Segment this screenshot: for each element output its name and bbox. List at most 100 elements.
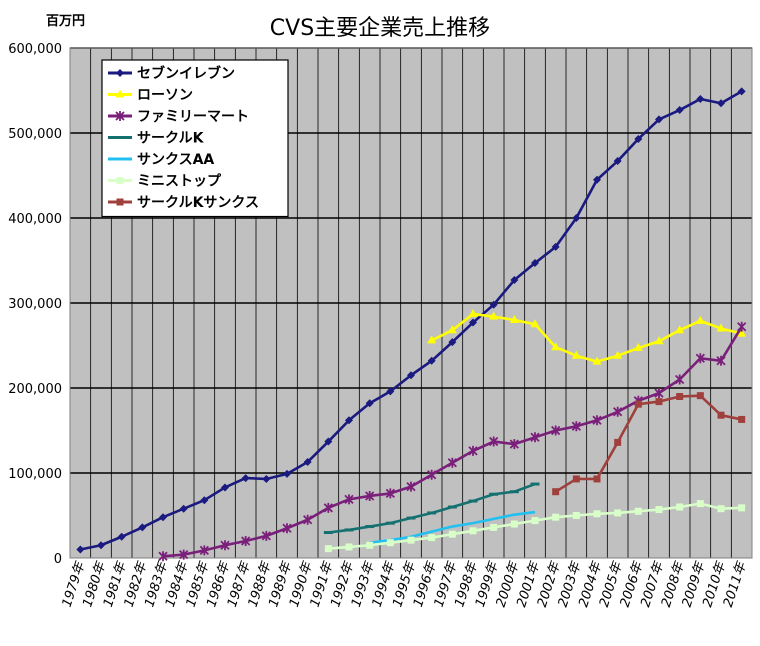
data-point [303, 514, 313, 525]
legend-label: ミニストップ [137, 174, 222, 190]
data-point [552, 513, 560, 521]
data-point [448, 338, 457, 347]
data-point [221, 483, 229, 492]
y-tick-label: 500,000 [8, 127, 62, 142]
data-point [406, 481, 416, 492]
y-tick-label: 100,000 [8, 467, 62, 482]
data-point [448, 530, 456, 538]
y-unit-label: 百万円 [46, 14, 86, 29]
data-point [634, 400, 642, 408]
data-point [469, 318, 477, 327]
data-point [115, 111, 125, 121]
data-point [179, 504, 188, 513]
data-point [592, 356, 602, 365]
data-point [428, 534, 436, 542]
chart-title: CVS主要企業売上推移 [269, 16, 491, 41]
legend-label: サークルKサンクス [137, 195, 259, 211]
data-point [407, 536, 415, 544]
data-point [220, 540, 230, 551]
data-point [593, 510, 601, 518]
data-point [571, 421, 581, 432]
data-point [655, 398, 663, 406]
data-point [407, 371, 415, 380]
data-point [696, 500, 704, 508]
data-point [530, 432, 540, 443]
legend-label: セブンイレブン [137, 65, 235, 82]
data-point [365, 399, 374, 408]
data-point [282, 523, 292, 534]
data-point [695, 353, 705, 364]
data-point [261, 530, 271, 541]
y-tick-label: 0 [54, 552, 62, 567]
y-tick-label: 600,000 [8, 42, 62, 57]
data-point [344, 494, 354, 505]
data-point [489, 300, 498, 309]
data-point [489, 436, 499, 447]
data-point [199, 545, 209, 556]
data-point [510, 276, 519, 285]
data-point [655, 506, 663, 514]
data-point [614, 438, 622, 446]
data-point [531, 517, 539, 525]
data-point [115, 89, 125, 98]
data-point [613, 406, 623, 417]
data-point [241, 536, 251, 546]
data-point [695, 315, 705, 324]
y-tick-label: 300,000 [8, 297, 62, 312]
data-point [200, 496, 209, 505]
data-point [365, 490, 375, 501]
data-point [468, 445, 478, 456]
data-point [676, 393, 684, 400]
data-point [675, 325, 685, 334]
plot-border [69, 47, 753, 559]
data-point [241, 474, 250, 483]
legend-label: サークルK [137, 131, 205, 147]
series-line [554, 394, 742, 493]
data-point [447, 457, 457, 468]
y-tick-label: 400,000 [8, 212, 62, 227]
data-point [592, 415, 602, 426]
data-point [345, 416, 353, 425]
data-point [427, 469, 437, 480]
data-point [427, 356, 436, 365]
data-point [634, 507, 642, 515]
data-point [386, 539, 394, 547]
data-point [551, 242, 560, 251]
data-point [345, 543, 353, 551]
data-point [737, 328, 747, 337]
data-point [551, 425, 561, 436]
series-line [369, 510, 536, 544]
data-point [76, 545, 85, 554]
data-point [179, 549, 189, 560]
data-point [386, 387, 395, 396]
data-point [159, 513, 167, 522]
data-point [530, 319, 540, 328]
data-point [551, 342, 561, 351]
data-point [572, 214, 581, 222]
data-point [716, 323, 726, 332]
data-point [655, 115, 663, 124]
data-point [490, 523, 498, 531]
data-point [716, 355, 726, 366]
data-point [675, 374, 685, 385]
data-point [447, 325, 457, 334]
data-point [469, 527, 477, 535]
y-tick-label: 200,000 [8, 382, 62, 397]
data-point [531, 259, 539, 268]
data-point [676, 503, 684, 511]
data-point [571, 350, 581, 359]
data-point [138, 523, 147, 532]
legend-label: ローソン [137, 88, 193, 104]
data-point [738, 504, 746, 512]
data-point [509, 439, 519, 450]
data-point [654, 388, 664, 399]
data-point [696, 95, 705, 103]
data-point [324, 545, 332, 553]
data-point [283, 469, 291, 478]
data-point [366, 541, 374, 549]
data-point [614, 509, 622, 517]
data-point [593, 475, 601, 483]
data-point [717, 411, 725, 419]
data-point [509, 315, 519, 323]
legend-label: ファミリーマート [137, 109, 249, 125]
